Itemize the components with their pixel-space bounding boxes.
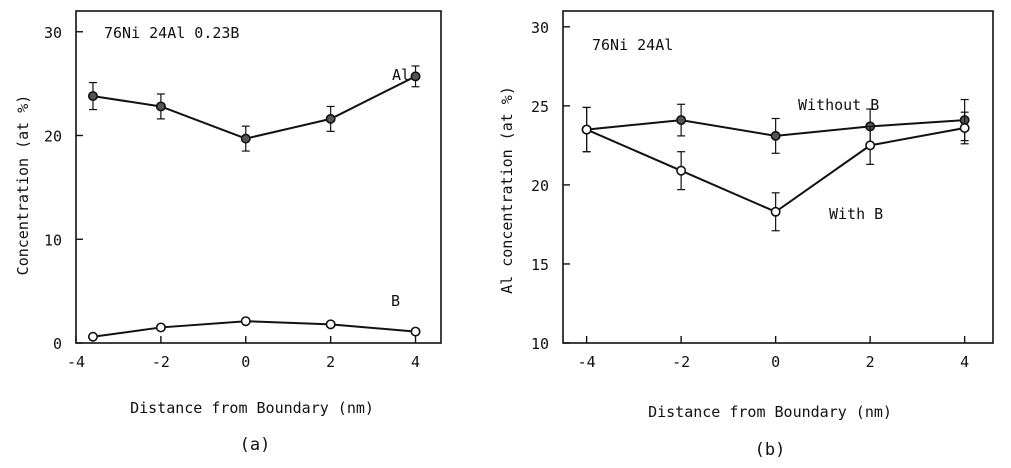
data-point-a-1-0	[87, 331, 98, 342]
data-point-a-1-3	[325, 319, 336, 330]
data-point-b-1-3	[865, 140, 876, 151]
data-point-a-0-2	[240, 133, 251, 144]
chart-panel-a: -4 -2 0 2 4 0 10 20 30 76Ni 24Al 0.23B Al B Dis…	[14, 10, 442, 455]
plot-area-a	[87, 65, 421, 342]
y-tick-label-a-1: 10	[44, 231, 62, 249]
plot-frame-a	[75, 10, 442, 344]
series-label-a-0: Al	[392, 66, 410, 84]
plot-frame-b	[562, 10, 994, 344]
series-line-a-1	[92, 320, 416, 338]
plot-area-b	[581, 98, 970, 232]
y-ticks-a: 0 10 20 30	[44, 24, 83, 353]
x-tick-label-b-1: -2	[672, 353, 690, 371]
x-ticks-a: -4 -2 0 2 4	[67, 336, 420, 371]
series-label-b-1: With B	[829, 205, 883, 223]
x-tick-label-b-3: 2	[866, 353, 875, 371]
y-tick-label-a-3: 30	[44, 24, 62, 42]
panel-label-b: (b)	[755, 440, 786, 460]
panel-label-a: (a)	[240, 435, 271, 455]
y-tick-label-a-0: 0	[53, 335, 62, 353]
y-tick-label-b-0: 10	[531, 335, 549, 353]
data-point-b-1-0	[581, 124, 592, 135]
data-point-a-1-2	[240, 316, 251, 327]
annotation-a: 76Ni 24Al 0.23B	[104, 24, 239, 42]
series-label-b-0: Without B	[798, 96, 879, 114]
data-point-a-0-1	[155, 101, 166, 112]
y-tick-label-b-2: 20	[531, 177, 549, 195]
series-label-a-1: B	[391, 292, 400, 310]
x-tick-label-a-2: 0	[241, 353, 250, 371]
data-point-a-0-4	[410, 71, 421, 82]
x-tick-label-b-2: 0	[771, 353, 780, 371]
annotation-b: 76Ni 24Al	[592, 36, 673, 54]
data-point-b-1-4	[959, 122, 970, 133]
data-point-b-1-2	[770, 206, 781, 217]
y-tick-label-b-4: 30	[531, 19, 549, 37]
x-tick-label-b-4: 4	[960, 353, 969, 371]
y-tick-label-b-3: 25	[531, 98, 549, 116]
x-tick-label-a-4: 4	[411, 353, 420, 371]
data-point-a-1-1	[155, 322, 166, 333]
y-tick-label-a-2: 20	[44, 128, 62, 146]
y-ticks-b: 10 15 20 25 30	[531, 19, 570, 353]
data-point-a-0-3	[325, 113, 336, 124]
data-point-b-1-1	[676, 165, 687, 176]
y-axis-label-a: Concentration (at %)	[14, 95, 32, 276]
x-tick-label-a-0: -4	[67, 353, 85, 371]
data-point-a-1-4	[410, 326, 421, 337]
chart-panel-b: -4 -2 0 2 4 10 15 20 25 30 76Ni 24Al Without B W…	[498, 10, 994, 460]
series-line-a-0	[92, 75, 416, 140]
x-tick-label-a-3: 2	[326, 353, 335, 371]
x-tick-label-a-1: -2	[152, 353, 170, 371]
x-axis-label-b: Distance from Boundary (nm)	[648, 403, 892, 421]
data-point-b-0-1	[676, 115, 687, 126]
data-point-b-0-2	[770, 130, 781, 141]
y-tick-label-b-1: 15	[531, 256, 549, 274]
x-ticks-b: -4 -2 0 2 4	[578, 336, 969, 371]
data-point-a-0-0	[87, 91, 98, 102]
x-tick-label-b-0: -4	[578, 353, 596, 371]
y-axis-label-b: Al concentration (at %)	[498, 86, 516, 294]
x-axis-label-a: Distance from Boundary (nm)	[130, 399, 374, 417]
